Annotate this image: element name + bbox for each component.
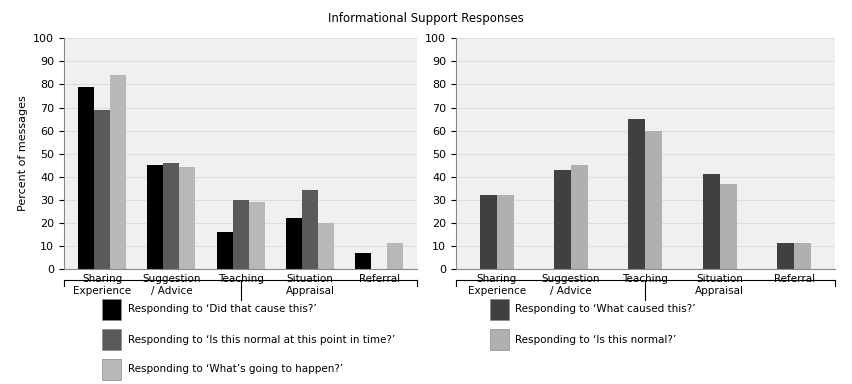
Bar <box>720 184 737 269</box>
Bar <box>286 218 302 269</box>
Bar <box>777 243 794 269</box>
Bar <box>497 195 514 269</box>
Text: Responding to ‘What caused this?’: Responding to ‘What caused this?’ <box>515 304 696 314</box>
Bar <box>110 75 126 269</box>
Bar <box>646 131 663 269</box>
Bar <box>355 253 371 269</box>
Bar <box>480 195 497 269</box>
Bar <box>233 200 249 269</box>
Bar <box>703 174 720 269</box>
Bar <box>94 110 110 269</box>
Bar <box>164 163 179 269</box>
Bar <box>179 167 195 269</box>
Bar <box>302 190 318 269</box>
Text: Responding to ‘Did that cause this?’: Responding to ‘Did that cause this?’ <box>128 304 317 314</box>
Bar <box>388 243 403 269</box>
Bar <box>78 87 94 269</box>
Bar <box>571 165 588 269</box>
Bar <box>794 243 811 269</box>
Bar <box>216 232 233 269</box>
Y-axis label: Percent of messages: Percent of messages <box>18 96 27 212</box>
Text: Responding to ‘What’s going to happen?’: Responding to ‘What’s going to happen?’ <box>128 364 343 374</box>
Bar <box>554 170 571 269</box>
Bar <box>147 165 164 269</box>
Bar <box>318 223 334 269</box>
Bar <box>628 119 646 269</box>
Text: Responding to ‘Is this normal?’: Responding to ‘Is this normal?’ <box>515 335 676 345</box>
Bar <box>249 202 265 269</box>
Text: Informational Support Responses: Informational Support Responses <box>328 12 524 25</box>
Text: Responding to ‘Is this normal at this point in time?’: Responding to ‘Is this normal at this po… <box>128 335 395 345</box>
